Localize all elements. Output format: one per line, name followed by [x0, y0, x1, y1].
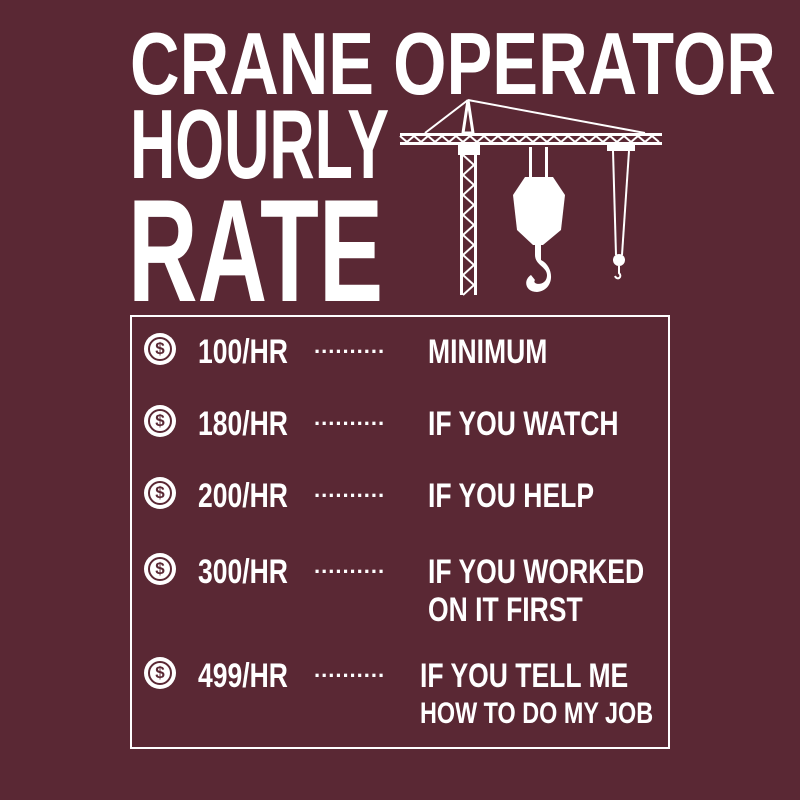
- tower-crane-icon: [399, 99, 662, 296]
- dollar-coin-icon: $: [144, 553, 176, 585]
- rate-value: 200/HR: [198, 477, 288, 515]
- leader-dots: ..........: [314, 657, 386, 682]
- rate-description: IF YOU WATCH: [428, 405, 619, 443]
- rate-description: IF YOU TELL ME HOW TO DO MY JOB: [420, 657, 654, 730]
- rate-value: 100/HR: [198, 333, 288, 371]
- title-line-2: HOURLY: [130, 89, 390, 199]
- leader-dots: ..........: [314, 333, 386, 358]
- dollar-coin-icon: $: [144, 405, 176, 437]
- rate-value: 180/HR: [198, 405, 288, 443]
- title-line-1: CRANE OPERATOR: [130, 14, 776, 113]
- rate-description: IF YOU HELP: [428, 477, 595, 515]
- leader-dots: ..........: [314, 477, 386, 502]
- dollar-coin-icon: $: [144, 333, 176, 365]
- rate-description: IF YOU WORKED ON IT FIRST: [428, 553, 645, 629]
- leader-dots: ..........: [314, 553, 386, 578]
- rate-value: 300/HR: [198, 553, 288, 591]
- dollar-coin-icon: $: [144, 477, 176, 509]
- rate-table: $ 100/HR .......... MINIMUM $ 180/HR ...…: [130, 315, 670, 749]
- dollar-coin-icon: $: [144, 657, 176, 689]
- rate-description: MINIMUM: [428, 333, 548, 371]
- leader-dots: ..........: [314, 405, 386, 430]
- title-line-3: RATE: [128, 169, 384, 332]
- rate-value: 499/HR: [198, 657, 288, 695]
